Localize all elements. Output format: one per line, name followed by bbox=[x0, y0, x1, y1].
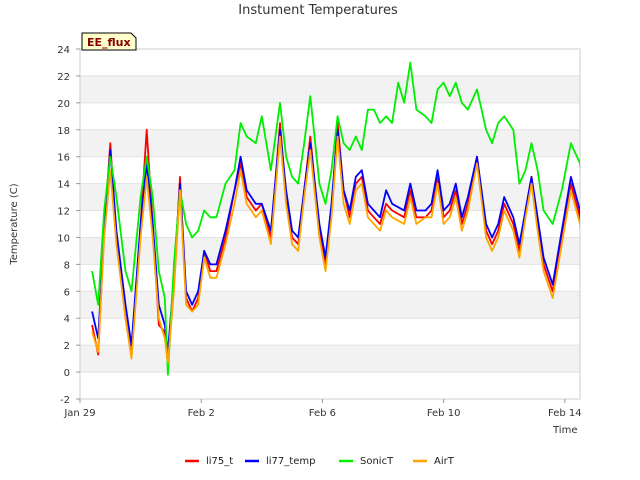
legend-label-li75-t: li75_t bbox=[206, 456, 233, 467]
x-tick-label: Feb 2 bbox=[188, 408, 215, 419]
y-tick-label: 22 bbox=[57, 72, 70, 83]
y-tick-label: 14 bbox=[57, 180, 70, 191]
y-tick-label: 20 bbox=[57, 99, 70, 110]
background-band bbox=[80, 129, 580, 157]
y-tick-label: 10 bbox=[57, 233, 70, 244]
series-line-sonict bbox=[91, 61, 580, 376]
chart-title: Instument Temperatures bbox=[238, 3, 398, 18]
legend-label-li77-temp: li77_temp bbox=[266, 456, 315, 467]
x-tick-label: Feb 6 bbox=[309, 408, 336, 419]
legend-label-sonict: SonicT bbox=[360, 456, 394, 467]
background-bands bbox=[80, 75, 580, 373]
y-axis-title: Temperature (C) bbox=[9, 183, 20, 265]
series-line-airt bbox=[91, 135, 580, 364]
x-tick-label: Feb 10 bbox=[427, 408, 461, 419]
background-band bbox=[80, 345, 580, 373]
background-band bbox=[80, 75, 580, 103]
badge-label: EE_flux bbox=[87, 36, 131, 49]
y-tick-label: 6 bbox=[64, 287, 70, 298]
plot-area bbox=[91, 61, 580, 376]
y-tick-label: 16 bbox=[57, 153, 70, 164]
y-tick-label: 18 bbox=[57, 126, 70, 137]
y-tick-label: 0 bbox=[64, 368, 70, 379]
x-tick-label: Jan 29 bbox=[63, 408, 95, 419]
x-axis-title: Time bbox=[552, 425, 577, 436]
background-band bbox=[80, 291, 580, 319]
background-band bbox=[80, 183, 580, 211]
series-lines bbox=[91, 61, 580, 376]
y-tick-label: 12 bbox=[57, 207, 70, 218]
x-axis-ticks: Jan 29 Feb 2 Feb 6 Feb 10 Feb 14 bbox=[63, 399, 582, 419]
y-tick-label: 4 bbox=[64, 314, 70, 325]
legend: li75_t li77_temp SonicT AirT bbox=[185, 456, 455, 467]
y-tick-label: 8 bbox=[64, 260, 70, 271]
x-tick-label: Feb 14 bbox=[548, 408, 582, 419]
legend-label-airt: AirT bbox=[434, 456, 455, 467]
y-tick-label: 2 bbox=[64, 341, 70, 352]
y-tick-label: -2 bbox=[60, 395, 70, 406]
ee-flux-badge: EE_flux bbox=[81, 32, 137, 51]
y-tick-label: 24 bbox=[57, 45, 70, 56]
